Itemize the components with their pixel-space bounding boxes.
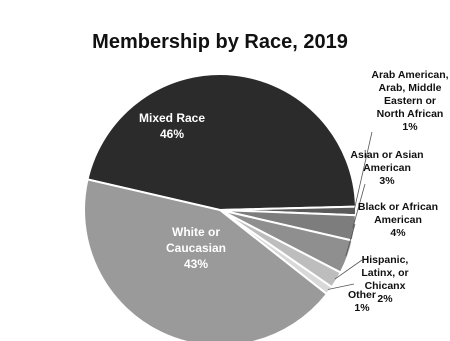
leader-line-asian-or-asian-american xyxy=(352,183,366,228)
slice-label-line: Chicanx xyxy=(365,280,406,292)
pie-slice-mixed-race xyxy=(86,73,357,212)
slice-label-line: 1% xyxy=(402,121,418,133)
pie-slices xyxy=(83,73,357,341)
slice-label-line: American xyxy=(374,214,422,226)
slice-label-line: Arab, Middle xyxy=(378,82,441,94)
slice-label-line: Caucasian xyxy=(166,241,226,255)
slice-label-line: North African xyxy=(377,108,444,120)
slice-label-line: Asian or Asian xyxy=(350,149,423,161)
slice-label-line: Hispanic, xyxy=(362,254,409,266)
slice-label-asian-or-asian-american: Asian or Asian American 3% xyxy=(350,149,423,187)
slice-label-line: Latinx, or xyxy=(361,267,408,279)
slice-label-line: 43% xyxy=(184,257,208,271)
slice-label-line: White or xyxy=(172,225,220,239)
slice-label-line: 46% xyxy=(160,127,184,141)
slice-label-line: 3% xyxy=(379,175,395,187)
leader-line-other xyxy=(327,283,355,290)
leader-line-black-or-african-american xyxy=(345,223,356,257)
slice-label-line: 2% xyxy=(377,293,393,305)
slice-label-line: Other xyxy=(348,289,376,301)
leader-lines xyxy=(327,131,373,290)
slice-label-line: 1% xyxy=(354,302,370,314)
slice-label-other: Other 1% xyxy=(348,289,376,314)
slice-label-hispanic-latinx-or-chicanx: Hispanic, Latinx, or Chicanx 2% xyxy=(361,254,408,305)
leader-line-hispanic-latinx-or-chicanx xyxy=(334,259,363,280)
slice-label-line: Eastern or xyxy=(384,95,436,107)
slice-labels: Mixed Race 46% Arab American, Arab, Middle E… xyxy=(139,69,449,314)
slice-label-line: American xyxy=(363,162,411,174)
slice-label-black-or-african-american: Black or African American 4% xyxy=(358,201,438,239)
slice-label-line: 4% xyxy=(390,227,406,239)
slice-label-arab-american-arab-middle-eastern-or-north-african: Arab American, Arab, Middle Eastern or Nort… xyxy=(371,69,448,133)
leader-line-arab-american-arab-middle-eastern-or-north-african xyxy=(353,131,373,212)
slice-label-white-or-caucasian: White or Caucasian 43% xyxy=(166,225,226,271)
slice-label-line: Black or African xyxy=(358,201,438,213)
chart-title: Membership by Race, 2019 xyxy=(92,31,348,53)
slice-label-line: Mixed Race xyxy=(139,111,205,125)
slice-label-line: Arab American, xyxy=(371,69,448,81)
pie-slice-white-or-caucasian xyxy=(83,178,329,341)
slice-label-mixed-race: Mixed Race 46% xyxy=(139,111,205,141)
